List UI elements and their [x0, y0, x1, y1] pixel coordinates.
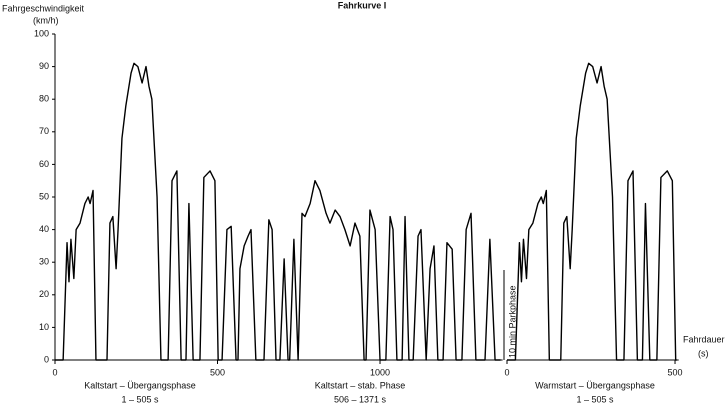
y-axis-label: Fahrgeschwindigkeit [2, 3, 85, 13]
y-tick-label: 40 [39, 224, 49, 234]
speed-line [55, 62, 501, 361]
phase-range: 1 – 505 s [121, 394, 159, 404]
break-label: 10 min Parkphase [507, 285, 517, 358]
y-tick-label: 50 [39, 191, 49, 201]
y-tick-label: 0 [44, 354, 49, 364]
phase-label: Warmstart – Übergangsphase [535, 380, 655, 390]
phase-range: 1 – 505 s [576, 394, 614, 404]
phase-range: 506 – 1371 s [334, 394, 387, 404]
y-tick-label: 10 [39, 322, 49, 332]
y-axis-unit: (km/h) [33, 15, 59, 25]
x-tick-label: 1000 [370, 367, 390, 377]
speed-line [507, 62, 677, 361]
x-axis-unit: (s) [698, 348, 709, 358]
y-tick-label: 20 [39, 289, 49, 299]
x-tick-label: 0 [504, 367, 509, 377]
y-tick-label: 90 [39, 61, 49, 71]
phase-label: Kaltstart – stab. Phase [315, 380, 406, 390]
y-tick-label: 30 [39, 257, 49, 267]
x-tick-label: 500 [210, 367, 225, 377]
phase-label: Kaltstart – Übergangsphase [84, 380, 196, 390]
y-tick-label: 70 [39, 126, 49, 136]
y-tick-label: 80 [39, 94, 49, 104]
x-axis-label: Fahrdauer [683, 334, 725, 344]
y-tick-label: 60 [39, 159, 49, 169]
chart-title: Fahrkurve I [338, 0, 387, 10]
x-tick-label: 0 [52, 367, 57, 377]
y-tick-label: 100 [34, 28, 49, 38]
x-tick-label: 500 [668, 367, 683, 377]
